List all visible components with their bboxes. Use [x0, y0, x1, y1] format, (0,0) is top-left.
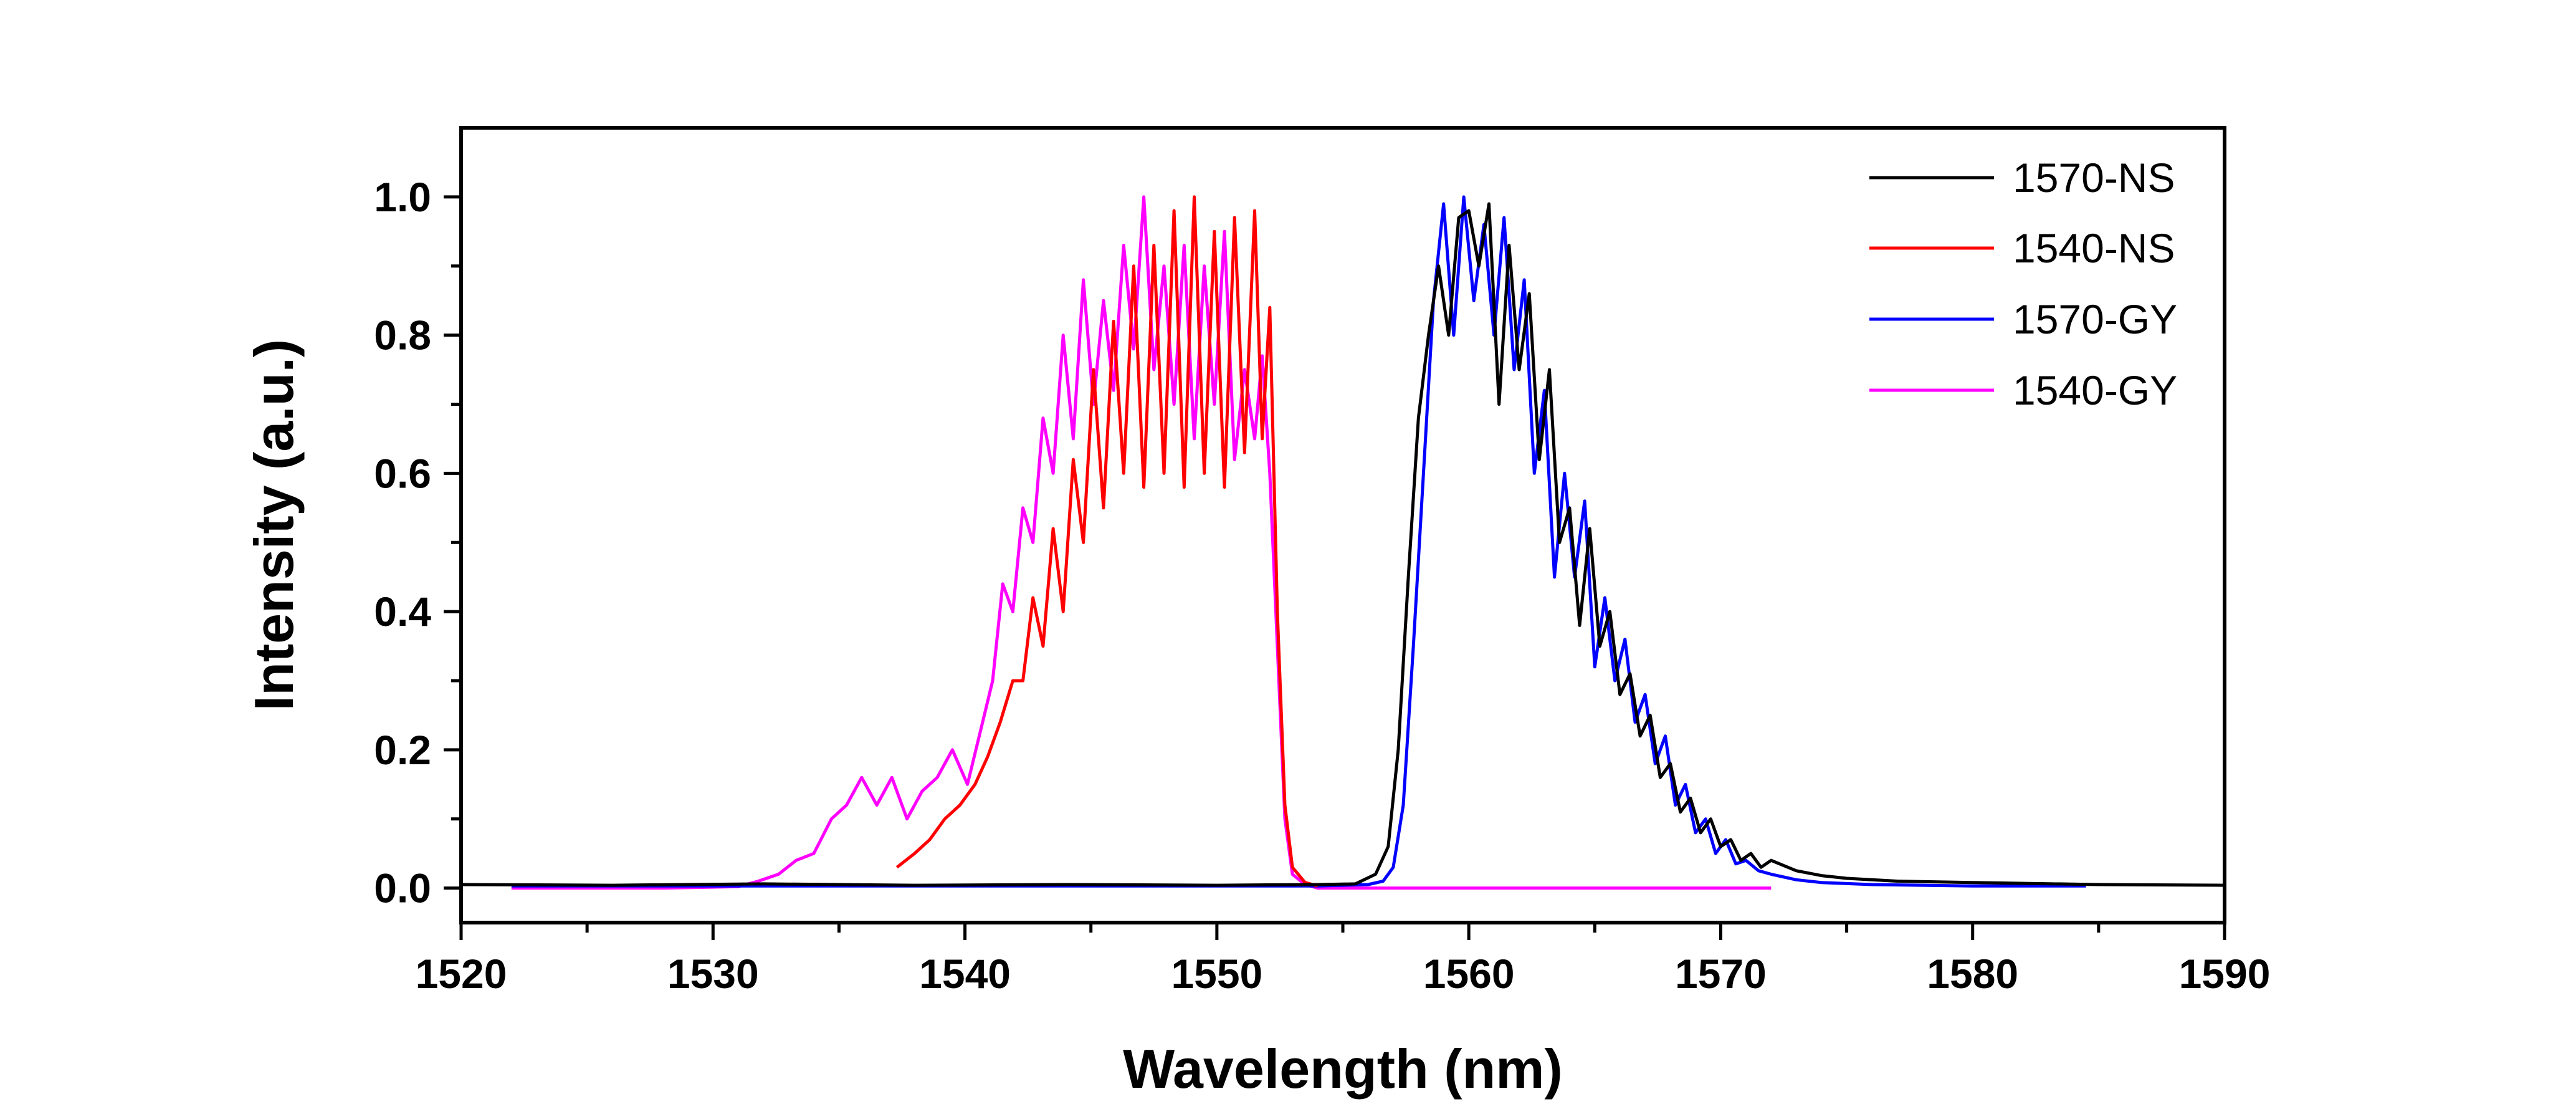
series-layer: [460, 195, 2225, 890]
tick-layer: 1520 1530 1540 1550 1560 1570 1580 1590 0.0 0.2 0.…: [374, 174, 2270, 997]
x-tick-label: 1530: [667, 951, 759, 997]
legend: 1570-NS 1540-NS 1570-GY 1540-GY: [1869, 155, 2177, 413]
legend-label-1570-gy: 1570-GY: [2013, 296, 2177, 342]
legend-label-1570-ns: 1570-NS: [2013, 155, 2175, 201]
series-line-1540-gy: [511, 195, 1772, 890]
x-tick-label: 1540: [919, 951, 1011, 997]
y-tick-label: 0.0: [374, 865, 431, 911]
x-tick-label: 1550: [1171, 951, 1262, 997]
x-tick-label: 1520: [416, 951, 507, 997]
y-tick-label: 0.4: [374, 588, 431, 635]
series-line-1570-ns: [460, 202, 2225, 887]
legend-label-1540-ns: 1540-NS: [2013, 225, 2175, 271]
y-axis-title: Intensity (a.u.): [243, 339, 305, 711]
x-tick-label: 1570: [1675, 951, 1767, 997]
y-tick-label: 1.0: [374, 174, 431, 220]
series-line-1540-ns: [895, 195, 1319, 888]
x-tick-label: 1590: [2179, 951, 2271, 997]
x-axis-title: Wavelength (nm): [1123, 1038, 1563, 1100]
y-tick-label: 0.2: [374, 727, 431, 773]
x-tick-label: 1560: [1423, 951, 1515, 997]
legend-label-1540-gy: 1540-GY: [2013, 367, 2177, 413]
y-tick-label: 0.6: [374, 450, 431, 496]
x-tick-label: 1580: [1927, 951, 2018, 997]
y-tick-label: 0.8: [374, 312, 431, 358]
series-line-1570-gy: [511, 195, 2086, 888]
